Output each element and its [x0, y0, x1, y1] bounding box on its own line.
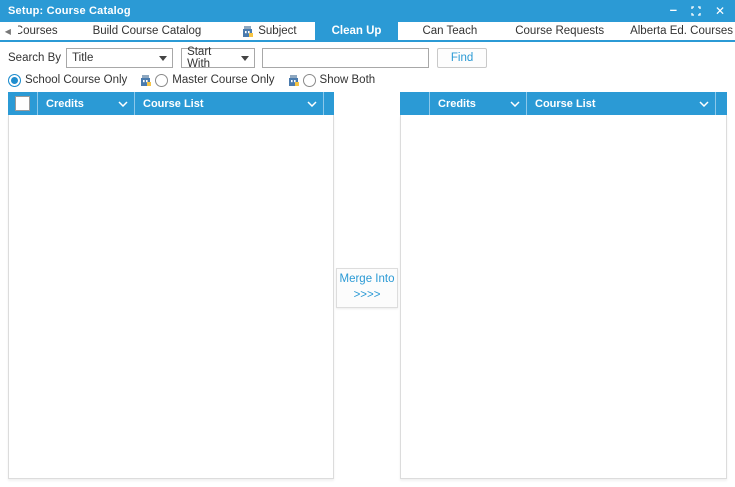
close-button[interactable]: ✕ [714, 4, 725, 18]
tab-build-course-catalog[interactable]: Build Course Catalog [92, 25, 202, 37]
school-icon [241, 25, 254, 38]
target-table-body [400, 115, 727, 479]
main-area: Credits Course List [8, 92, 727, 479]
source-table-body [8, 115, 334, 479]
window-controls: – ✕ [669, 2, 725, 18]
radio-unselected-icon [155, 73, 169, 87]
radio-master-course-only[interactable]: Master Course Only [155, 73, 275, 87]
tab-course-requests[interactable]: Course Requests [515, 25, 605, 37]
select-all-checkbox[interactable] [15, 96, 30, 111]
merge-into-button[interactable]: Merge Into >>>> [336, 268, 398, 309]
tab-bar: ◀ Courses Build Course Catalog Subject C… [0, 22, 735, 42]
dropdown-arrow-icon [241, 56, 250, 61]
school-icon [139, 74, 152, 87]
maximize-icon [691, 6, 701, 16]
maximize-button[interactable] [691, 6, 701, 16]
header-end-strip [324, 92, 334, 115]
window-title: Setup: Course Catalog [8, 5, 131, 17]
source-course-table: Credits Course List [8, 92, 334, 479]
column-header-course-list[interactable]: Course List [527, 92, 716, 115]
search-input[interactable] [262, 48, 430, 68]
chevron-down-icon[interactable] [118, 100, 128, 107]
target-table-header: Credits Course List [400, 92, 727, 115]
chevron-down-icon[interactable] [307, 100, 317, 107]
select-all-cell [8, 92, 38, 115]
column-header-course-list[interactable]: Course List [135, 92, 324, 115]
radio-selected-icon [8, 73, 21, 87]
search-toolbar: Search By Title Start With Find [8, 46, 735, 70]
tab-subject[interactable]: Subject [239, 22, 298, 40]
school-icon [287, 74, 300, 87]
header-end-strip [716, 92, 727, 115]
match-type-select[interactable]: Start With [181, 46, 256, 70]
tab-courses[interactable]: Courses [17, 25, 58, 37]
target-course-table: Credits Course List [400, 92, 727, 479]
column-header-credits[interactable]: Credits [430, 92, 527, 115]
chevron-down-icon[interactable] [699, 100, 709, 107]
tab-scroll-left-button[interactable]: ◀ [4, 26, 11, 36]
tab-can-teach[interactable]: Can Teach [422, 25, 478, 37]
course-filter-options: School Course Only Master Course Only [8, 72, 735, 88]
find-button[interactable]: Find [437, 48, 488, 68]
source-table-header: Credits Course List [8, 92, 334, 115]
minimize-button[interactable]: – [669, 2, 677, 17]
tab-alberta-ed-courses[interactable]: Alberta Ed. Courses [630, 25, 733, 37]
radio-school-course-only[interactable]: School Course Only [8, 73, 127, 87]
column-header-credits[interactable]: Credits [38, 92, 135, 115]
chevron-down-icon[interactable] [510, 100, 520, 107]
radio-show-both[interactable]: Show Both [302, 73, 375, 87]
title-bar: Setup: Course Catalog – ✕ [0, 0, 735, 22]
blank-header-cell [400, 92, 430, 115]
dropdown-arrow-icon [159, 56, 168, 61]
radio-unselected-icon [302, 73, 316, 87]
search-field-select[interactable]: Title [66, 48, 174, 68]
merge-column: Merge Into >>>> [334, 92, 400, 479]
tab-clean-up[interactable]: Clean Up [314, 22, 399, 40]
search-by-label: Search By [8, 52, 62, 64]
